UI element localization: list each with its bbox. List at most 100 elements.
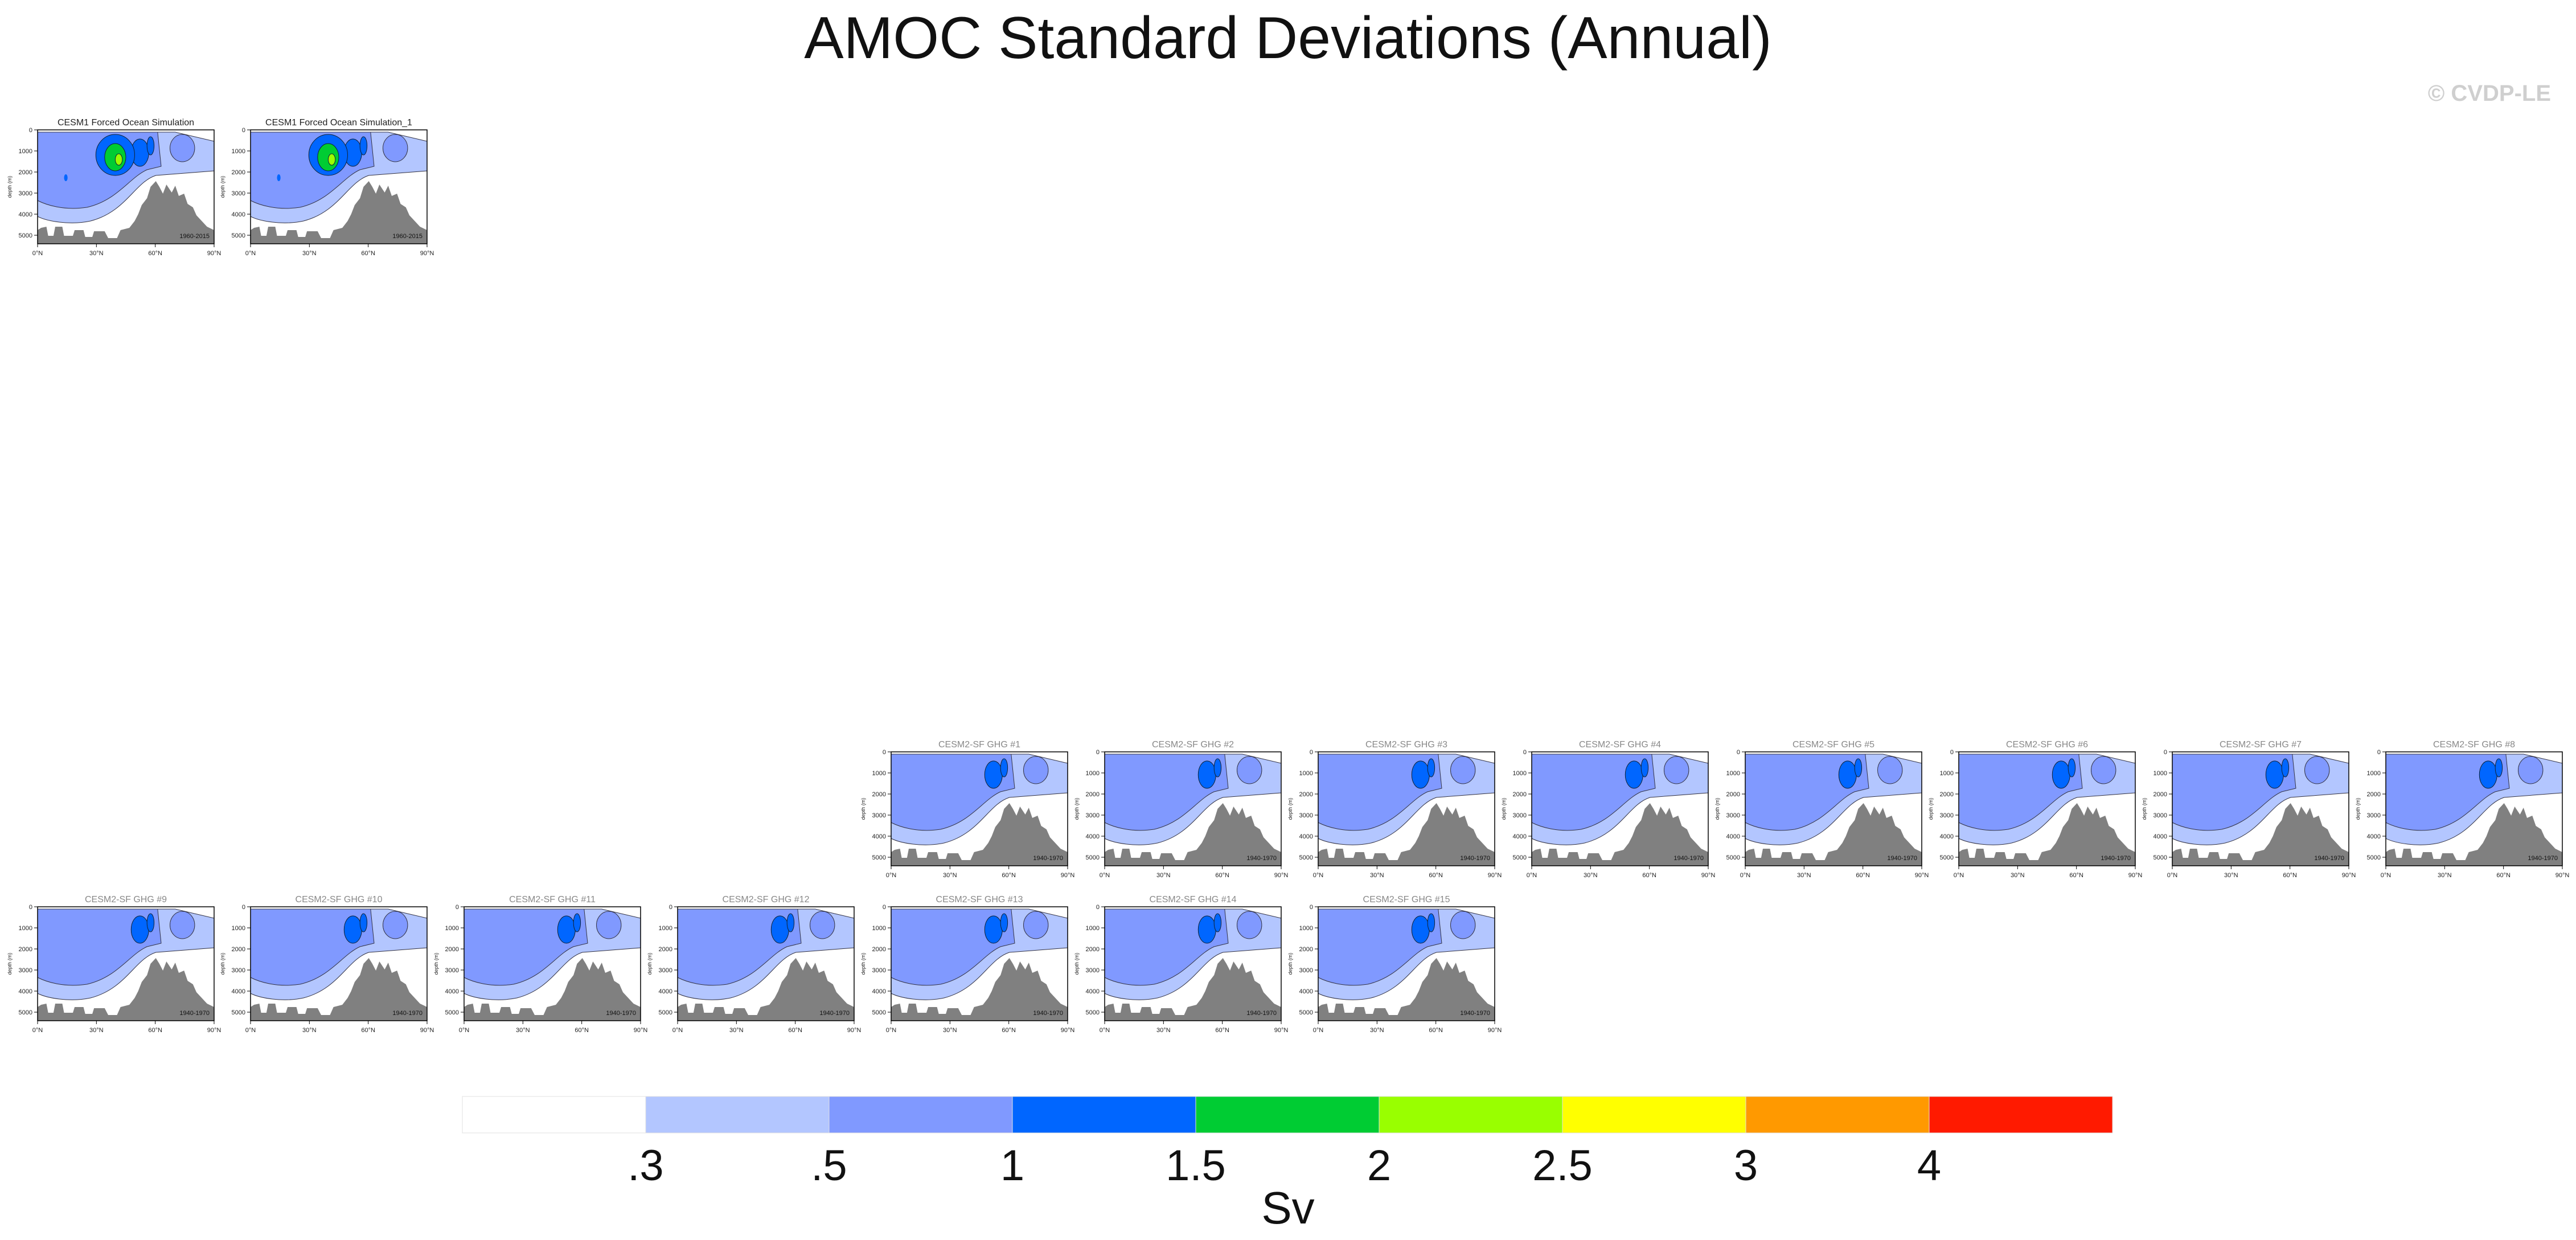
x-tick-label: 0°N [2167, 872, 2178, 879]
contour-band-1.5 [2495, 758, 2503, 777]
y-tick-label: 1000 [1299, 925, 1313, 932]
y-tick-label: 3000 [659, 967, 672, 974]
y-axis-label: depth (m) [1928, 798, 1934, 820]
x-tick-label: 90°N [1274, 872, 1289, 879]
x-tick-label: 90°N [1488, 872, 1502, 879]
y-tick-label: 1000 [1726, 770, 1740, 777]
x-tick-label: 30°N [1584, 872, 1598, 879]
period-label: 1940-1970 [2528, 855, 2558, 862]
contour-band-0.5 [1104, 754, 1229, 831]
watermark: © CVDP-LE [2427, 81, 2551, 106]
y-tick-label: 2000 [1086, 946, 1100, 953]
y-axis-label: depth (m) [860, 798, 866, 820]
y-tick-label: 5000 [872, 1009, 886, 1016]
contour-band-1.5 [1213, 913, 1222, 932]
y-axis-label: depth (m) [1287, 798, 1293, 820]
period-label: 1960-2015 [179, 233, 210, 240]
contour-band-0.5 [1531, 754, 1656, 831]
y-tick-label: 2000 [872, 946, 886, 953]
y-tick-label: 5000 [1299, 854, 1313, 861]
x-tick-label: 90°N [1701, 872, 1716, 879]
y-tick-label: 2000 [1299, 946, 1313, 953]
contour-band-1.5 [64, 174, 68, 181]
panel: CESM1 Forced Ocean Simulation 0°N 30°N 60°N… [7, 118, 221, 257]
bathymetry [1105, 803, 1281, 866]
y-tick-label: 4000 [1299, 988, 1313, 995]
x-tick-label: 0°N [886, 872, 897, 879]
contour-band-1.5 [1000, 913, 1008, 932]
y-tick-label: 0 [883, 749, 886, 756]
x-tick-label: 60°N [361, 1027, 375, 1034]
y-tick-label: 4000 [19, 988, 32, 995]
contour-band-0.5 [1023, 756, 1049, 784]
panel: CESM1 Forced Ocean Simulation_1 0°N 30°N 60… [220, 118, 434, 257]
y-tick-label: 2000 [1726, 791, 1740, 798]
y-tick-label: 3000 [1299, 812, 1313, 819]
panel-title: CESM2-SF GHG #13 [936, 895, 1023, 905]
x-tick-label: 60°N [2069, 872, 2083, 879]
contour-band-0.5 [383, 134, 408, 162]
panel-title: CESM2-SF GHG #10 [296, 895, 383, 905]
contour-band-0.5 [1023, 911, 1049, 939]
panel: CESM2-SF GHG #7 0°N 30°N 60°N 90°N 0 1000 2000 3… [2142, 740, 2356, 879]
y-axis-label: depth (m) [7, 953, 13, 975]
colorbar-tick-label: 1.5 [1166, 1141, 1226, 1190]
panel-title: CESM2-SF GHG #8 [2433, 740, 2515, 750]
y-tick-label: 3000 [19, 190, 32, 197]
bathymetry [251, 181, 427, 244]
contour-band-1.5 [1427, 758, 1435, 777]
x-tick-label: 30°N [1156, 872, 1171, 879]
y-axis-label: depth (m) [1501, 798, 1507, 820]
y-tick-label: 0 [1310, 749, 1313, 756]
contour-band-1.5 [1854, 758, 1863, 777]
y-tick-label: 3000 [872, 812, 886, 819]
y-tick-label: 1000 [1513, 770, 1527, 777]
panel-frame [463, 906, 641, 1021]
x-tick-label: 60°N [1429, 1027, 1443, 1034]
x-tick-label: 90°N [1061, 872, 1075, 879]
panel-title: CESM1 Forced Ocean Simulation_1 [265, 118, 412, 128]
y-tick-label: 3000 [2367, 812, 2381, 819]
y-tick-label: 5000 [1513, 854, 1527, 861]
x-tick-label: 60°N [1429, 872, 1443, 879]
bathymetry [38, 958, 214, 1021]
y-tick-label: 0 [29, 127, 32, 134]
period-label: 1940-1970 [392, 1010, 423, 1017]
y-tick-label: 0 [1523, 749, 1527, 756]
colorbar-tick-label: .3 [627, 1141, 663, 1190]
panel-title: CESM2-SF GHG #9 [85, 895, 167, 905]
y-axis-label: depth (m) [2355, 798, 2361, 820]
y-tick-label: 4000 [19, 211, 32, 218]
x-tick-label: 60°N [1002, 1027, 1016, 1034]
panel-title: CESM2-SF GHG #7 [2220, 740, 2302, 750]
y-tick-label: 1000 [232, 925, 245, 932]
panel: CESM2-SF GHG #5 0°N 30°N 60°N 90°N 0 1000 2000 3… [1714, 740, 1929, 879]
x-tick-label: 60°N [2283, 872, 2297, 879]
panel-title: CESM2-SF GHG #12 [723, 895, 810, 905]
x-tick-label: 30°N [1370, 1027, 1384, 1034]
y-tick-label: 4000 [1299, 833, 1313, 840]
x-tick-label: 60°N [1642, 872, 1656, 879]
y-axis-label: depth (m) [1074, 798, 1080, 820]
contour-band-0.5 [891, 908, 1015, 986]
y-tick-label: 2000 [1299, 791, 1313, 798]
contour-band-0.5 [1745, 754, 1869, 831]
x-tick-label: 30°N [516, 1027, 530, 1034]
y-tick-label: 0 [1310, 904, 1313, 911]
contour-band-0.5 [1664, 756, 1689, 784]
y-tick-label: 2000 [872, 791, 886, 798]
y-tick-label: 3000 [2153, 812, 2167, 819]
contour-band-2.5 [327, 153, 336, 166]
contour-band-1.5 [1000, 758, 1008, 777]
x-tick-label: 90°N [2556, 872, 2570, 879]
colorbar-units: Sv [1261, 1182, 1314, 1233]
x-tick-label: 30°N [943, 872, 957, 879]
contour-band-0.5 [2304, 756, 2330, 784]
colorbar-segment [828, 1096, 1013, 1133]
y-tick-label: 4000 [1940, 833, 1954, 840]
panel-frame [250, 129, 428, 244]
x-tick-label: 0°N [1100, 872, 1110, 879]
contour-band-2.5 [114, 153, 123, 166]
contour-band-0.5 [2385, 754, 2510, 831]
panel-frame [1531, 751, 1709, 866]
